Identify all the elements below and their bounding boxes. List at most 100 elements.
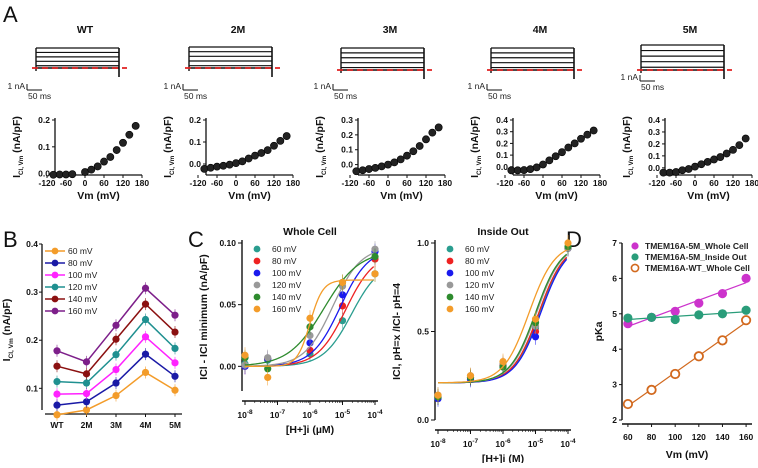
legend-label: 160 mV: [272, 304, 302, 314]
x-tick-label: 120: [726, 178, 740, 188]
x-tick-label: -60: [211, 178, 224, 188]
current-traces: [32, 48, 127, 77]
scale-bar-current: 1 nA: [8, 81, 26, 91]
data-point: [171, 373, 178, 380]
data-point: [422, 136, 429, 143]
data-point: [283, 132, 290, 139]
x-tick-label: 120: [574, 178, 588, 188]
data-point: [264, 374, 271, 381]
tick-base: 10: [463, 439, 473, 449]
legend-label: 160 mV: [465, 304, 495, 314]
data-point: [539, 161, 546, 168]
data-point: [359, 167, 366, 174]
data-point: [372, 164, 379, 171]
tick-base: 10: [430, 439, 440, 449]
y-tick-label: 0.2: [38, 115, 50, 125]
legend-marker: [447, 294, 454, 301]
x-tick-label: 60: [250, 178, 260, 188]
legend-marker: [52, 248, 59, 255]
x-tick-label: 10-6: [302, 409, 318, 420]
legend-marker: [631, 253, 638, 260]
ylabel-sub: Cl, Vm: [18, 155, 25, 175]
tick-exp: -8: [247, 409, 253, 416]
data-point: [584, 131, 591, 138]
x-tick-label: 120: [267, 178, 281, 188]
data-point: [741, 274, 750, 283]
legend-marker: [631, 264, 638, 271]
ylabel-sub: Cl, Vm: [628, 155, 635, 175]
legend-label: 120 mV: [68, 282, 98, 292]
data-point: [53, 411, 60, 418]
data-point: [577, 135, 584, 142]
construct-title: 4M: [533, 24, 548, 36]
data-point: [520, 166, 527, 173]
series-2: TMEM16A-WT_Whole Cell: [624, 263, 751, 408]
legend-marker: [447, 270, 454, 277]
x-tick-label: 140: [715, 432, 729, 442]
legend-marker: [254, 246, 261, 253]
x-tick-label: 10-6: [495, 438, 511, 449]
tick-base: 10: [335, 410, 345, 420]
x-tick-label: -120: [38, 178, 55, 188]
series-160mV: 160 mV: [45, 282, 179, 368]
x-tick-label: -60: [363, 178, 376, 188]
data-point: [119, 139, 126, 146]
data-point: [277, 137, 284, 144]
ylabel-sub: Cl, Vm: [169, 155, 176, 175]
x-tick-label: -60: [670, 178, 683, 188]
y-tick-label: 0.0: [417, 415, 429, 425]
scale-bar-time: 50 ms: [184, 91, 207, 101]
data-point: [353, 168, 360, 175]
data-point: [565, 144, 572, 151]
data-point: [83, 358, 90, 365]
legend-label: 120 mV: [272, 280, 302, 290]
data-point: [112, 351, 119, 358]
x-tick-label: 60: [557, 178, 567, 188]
data-point: [729, 146, 736, 153]
tick-base: 10: [495, 439, 505, 449]
y-axis-label: ICl, pH=x /ICl- pH=4: [391, 283, 403, 380]
legend-label: TMEM16A-5M_Inside Out: [645, 252, 747, 262]
data-point: [213, 163, 220, 170]
chart-title: Inside Out: [477, 226, 529, 238]
x-axis-label: Vm (mV): [77, 190, 120, 202]
y-tick-label: 5: [612, 309, 617, 319]
legend-label: 140 mV: [465, 292, 495, 302]
data-point: [100, 158, 107, 165]
ylabel-unit: (nA/pF): [11, 116, 23, 156]
data-point: [53, 363, 60, 370]
y-tick-label: 0.2: [341, 130, 353, 140]
legend-marker: [52, 284, 59, 291]
data-point: [671, 370, 679, 378]
fit-line: [628, 312, 746, 320]
data-point: [69, 171, 76, 178]
current-traces: [185, 47, 280, 77]
y-axis-label: pKa: [593, 321, 605, 341]
y-tick-label: 0.10: [219, 238, 236, 248]
x-tick-label: 120: [419, 178, 433, 188]
legend-label: TMEM16A-5M_Whole Cell: [645, 241, 748, 251]
x-axis-label: [H+]i (µM): [286, 424, 334, 436]
data-point: [226, 161, 233, 168]
data-point: [397, 156, 404, 163]
scale-bar-time: 50 ms: [28, 91, 51, 101]
data-point: [695, 352, 703, 360]
data-point: [546, 157, 553, 164]
data-point: [132, 122, 139, 129]
legend-marker: [447, 282, 454, 289]
data-point: [53, 402, 60, 409]
x-tick-label: 10-4: [560, 438, 576, 449]
scale-bar-current: 1 nA: [314, 81, 332, 91]
y-tick-label: 0.0: [189, 159, 201, 169]
legend-label: TMEM16A-WT_Whole Cell: [645, 263, 750, 273]
panel-letter-A: A: [3, 2, 18, 27]
data-point: [112, 379, 119, 386]
fit-line: [628, 322, 746, 406]
x-axis-label: Vm (mV): [228, 190, 271, 202]
x-tick-label: 180: [438, 178, 452, 188]
panel-letter-C: C: [188, 227, 204, 252]
current-traces: [487, 48, 582, 79]
